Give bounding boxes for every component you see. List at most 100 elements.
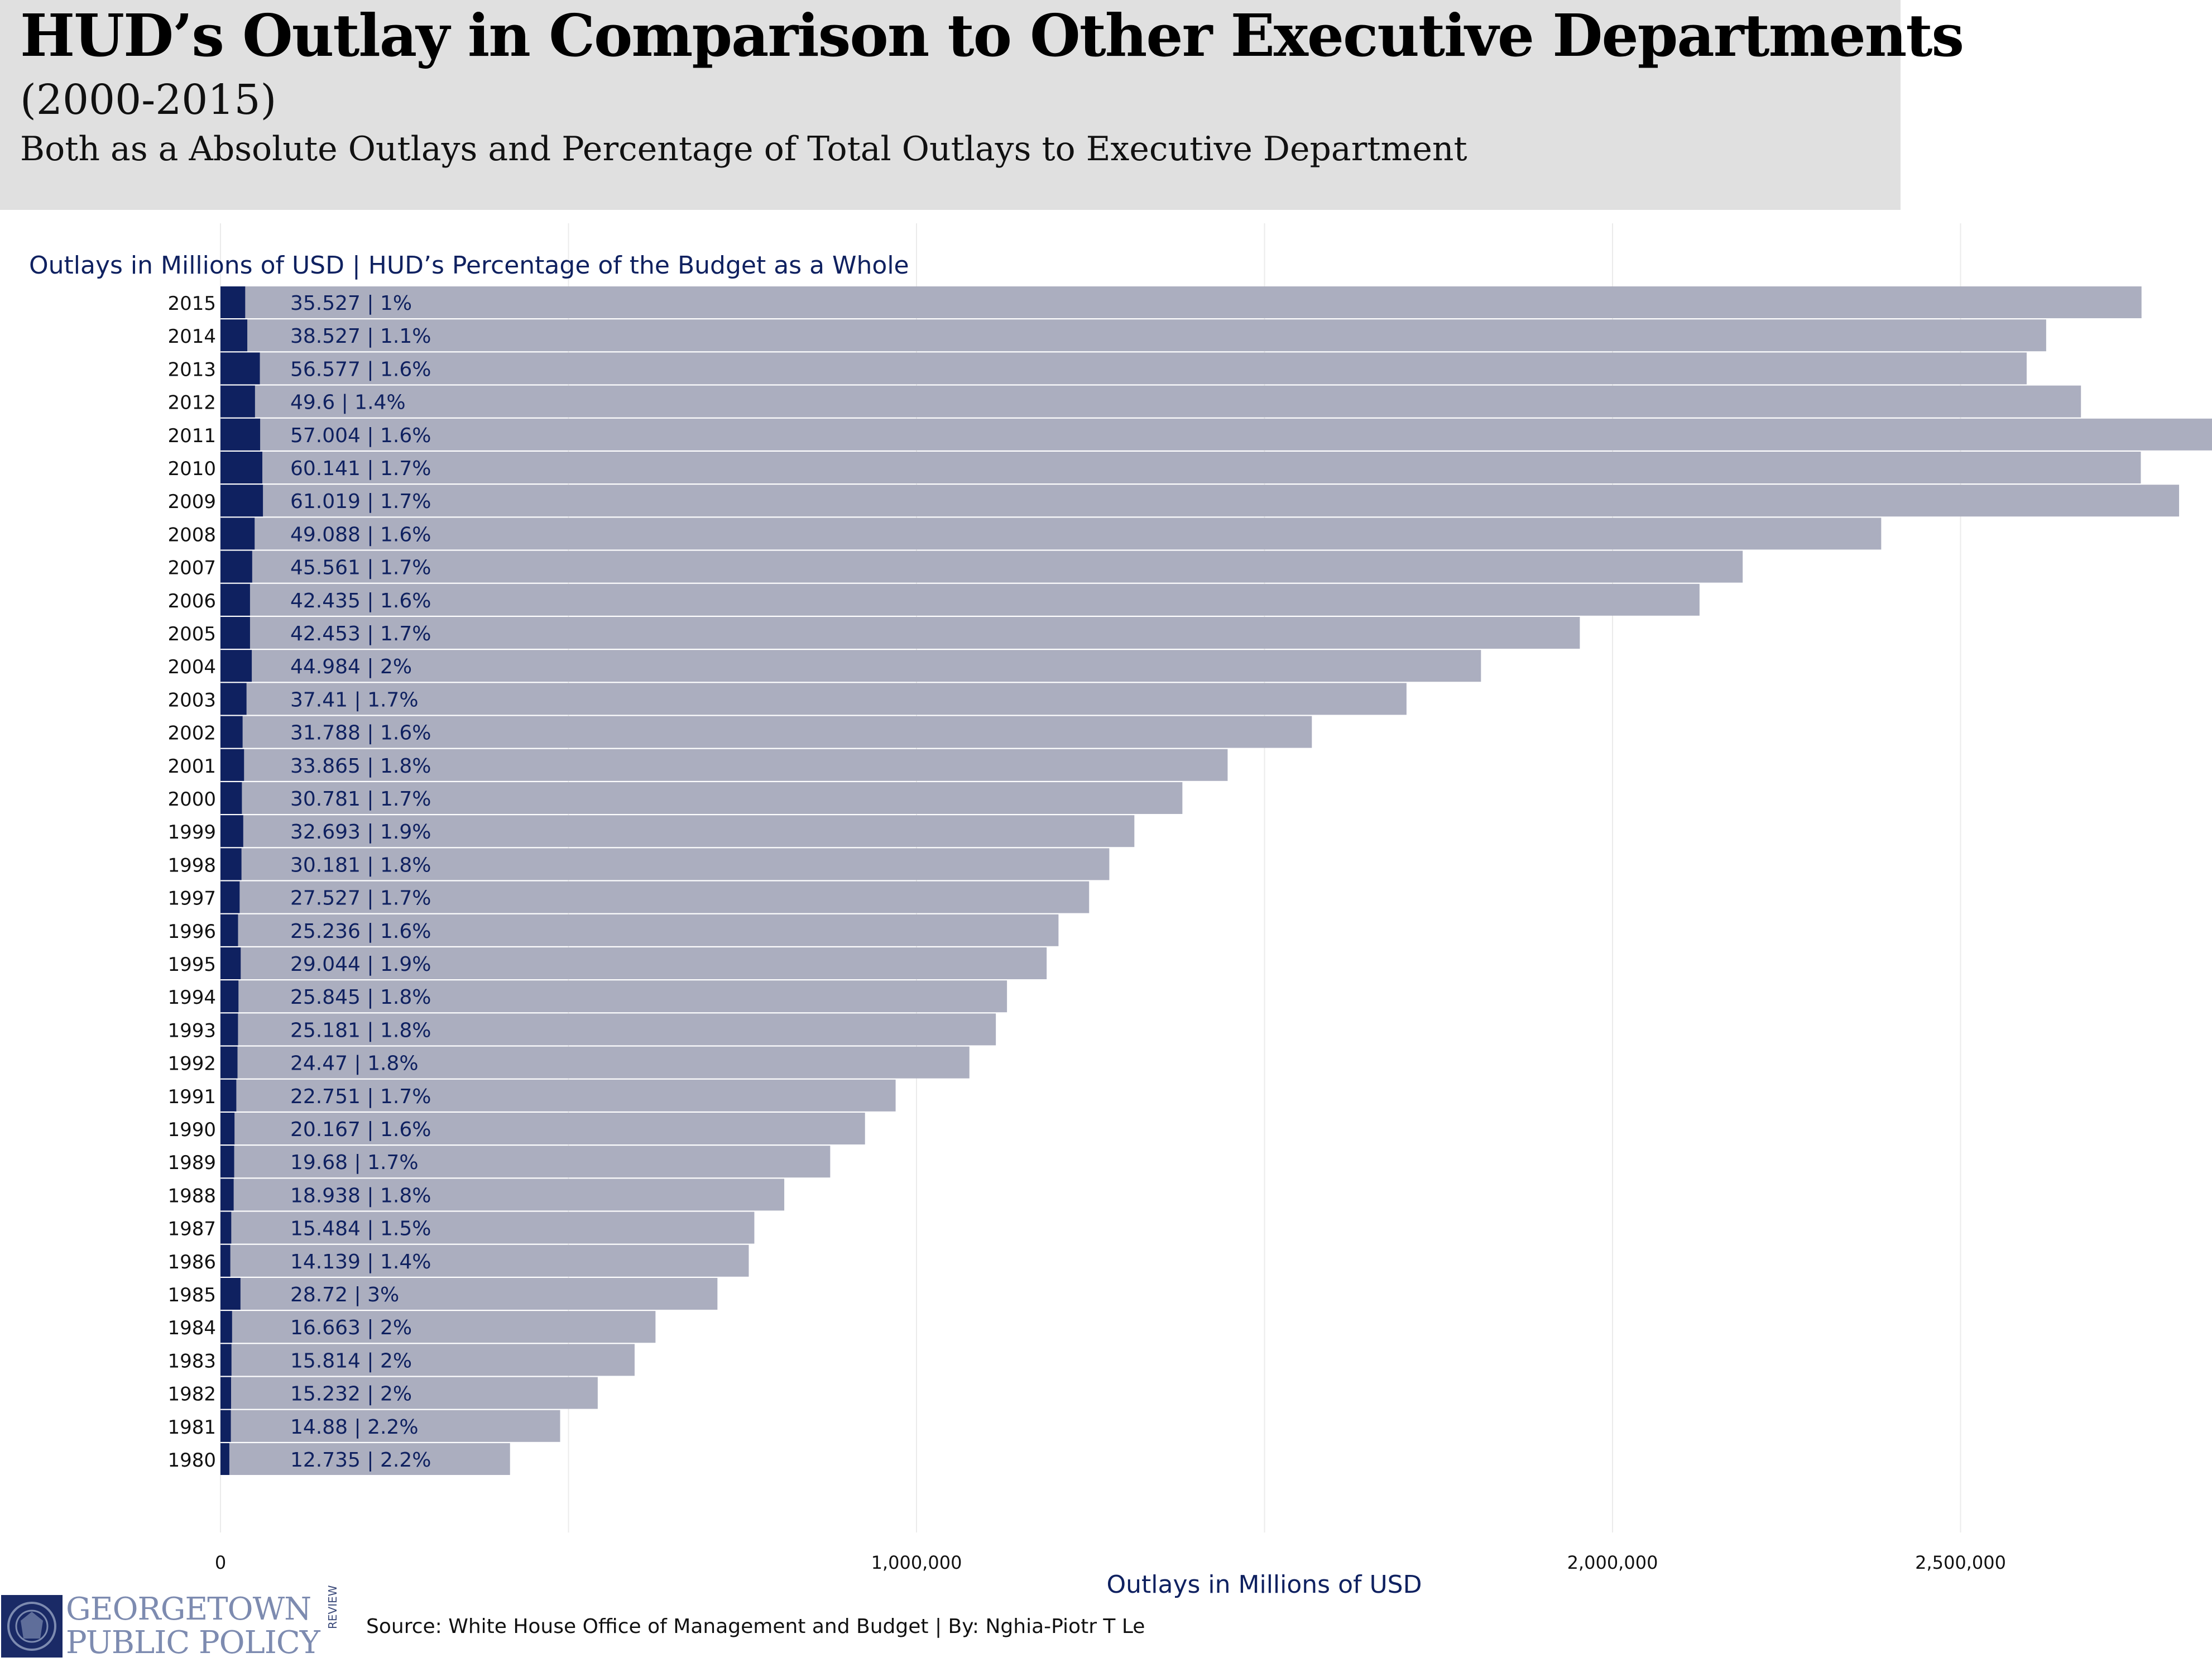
hud-outlay-bar — [220, 1013, 238, 1046]
y-tick-label: 1996 — [167, 921, 216, 943]
data-label: 60.141 | 1.7% — [290, 457, 431, 480]
hud-outlay-bar — [220, 815, 243, 847]
data-label: 20.167 | 1.6% — [290, 1118, 431, 1141]
total-outlay-bar — [220, 319, 2046, 352]
y-tick-label: 1990 — [167, 1119, 216, 1141]
data-label: 12.735 | 2.2% — [290, 1449, 431, 1472]
total-outlay-bar — [220, 650, 1481, 682]
y-tick-label: 1984 — [167, 1317, 216, 1339]
total-outlay-bar — [220, 286, 2142, 318]
total-outlay-bar — [220, 1410, 560, 1442]
data-label: 28.72 | 3% — [290, 1283, 399, 1306]
total-outlay-bar — [220, 815, 1135, 847]
total-outlay-bar — [220, 914, 1059, 946]
hud-outlay-bar — [220, 1443, 229, 1475]
total-outlay-bar — [220, 1046, 970, 1079]
data-label: 38.527 | 1.1% — [290, 325, 431, 348]
y-tick-label: 2000 — [167, 788, 216, 811]
data-label: 49.088 | 1.6% — [290, 523, 431, 546]
y-tick-label: 1983 — [167, 1350, 216, 1372]
hud-outlay-bar — [220, 683, 247, 715]
total-outlay-bar — [220, 452, 2141, 483]
total-outlay-bar — [220, 1278, 718, 1310]
data-label: 18.938 | 1.8% — [290, 1184, 431, 1207]
data-label: 22.751 | 1.7% — [290, 1085, 431, 1108]
chart-title: HUD’s Outlay in Comparison to Other Exec… — [20, 1, 1964, 70]
y-tick-label: 2009 — [167, 491, 216, 513]
hud-outlay-bar — [220, 749, 244, 781]
y-tick-label: 1999 — [167, 821, 216, 844]
y-tick-label: 2005 — [167, 623, 216, 645]
data-label: 14.88 | 2.2% — [290, 1416, 419, 1439]
total-outlay-bar — [220, 1443, 510, 1475]
hud-outlay-bar — [220, 1278, 241, 1310]
header-panel: HUD’s Outlay in Comparison to Other Exec… — [0, 0, 1964, 210]
total-outlay-bar — [220, 716, 1312, 748]
total-outlay-bar — [220, 485, 2180, 517]
data-label: 56.577 | 1.6% — [290, 358, 431, 381]
data-label: 30.781 | 1.7% — [290, 788, 431, 811]
total-outlay-bar — [220, 617, 1580, 649]
data-label: 32.693 | 1.9% — [290, 821, 431, 844]
y-tick-label: 1986 — [167, 1251, 216, 1273]
data-label: 15.814 | 2% — [290, 1349, 412, 1372]
y-tick-label: 2001 — [167, 755, 216, 778]
y-tick-label: 1993 — [167, 1019, 216, 1042]
data-label: 25.236 | 1.6% — [290, 920, 431, 943]
total-outlay-bar — [220, 683, 1407, 715]
hud-outlay-bar — [220, 881, 240, 913]
total-outlay-bar — [220, 1079, 896, 1112]
data-label: 25.845 | 1.8% — [290, 986, 431, 1009]
y-tick-label: 1982 — [167, 1383, 216, 1406]
hud-outlay-bar — [220, 352, 260, 385]
total-outlay-bar — [220, 1146, 831, 1178]
chart-subtitle: (2000-2015) — [20, 76, 277, 124]
hud-outlay-bar — [220, 550, 252, 583]
hud-outlay-bar — [220, 319, 248, 352]
hud-outlay-bar — [220, 848, 242, 880]
hud-outlay-bar — [220, 1377, 231, 1409]
hud-outlay-bar — [220, 1244, 231, 1277]
data-label: 19.68 | 1.7% — [290, 1151, 419, 1174]
y-tick-label: 2012 — [167, 392, 216, 414]
y-tick-label: 2003 — [167, 689, 216, 711]
y-tick-label: 1980 — [167, 1449, 216, 1472]
x-tick-label: 2,000,000 — [1567, 1552, 1658, 1573]
y-tick-label: 1997 — [167, 888, 216, 910]
hud-outlay-bar — [220, 1146, 234, 1178]
y-tick-label: 2010 — [167, 458, 216, 480]
total-outlay-bar — [220, 749, 1228, 781]
x-axis-ticks: 0 1,000,000 2,000,000 2,500,000 — [215, 1552, 2006, 1573]
hud-outlay-bar — [220, 947, 241, 979]
y-tick-label: 2014 — [167, 325, 216, 348]
hud-outlay-bar — [220, 583, 250, 616]
hud-outlay-bar — [220, 1410, 231, 1442]
chart-description: Both as a Absolute Outlays and Percentag… — [20, 130, 1467, 169]
x-tick-label: 1,000,000 — [871, 1552, 962, 1573]
total-outlay-bar — [220, 980, 1007, 1013]
y-tick-label: 2002 — [167, 722, 216, 745]
hud-outlay-bar — [220, 452, 262, 483]
hud-outlay-bar — [220, 716, 243, 748]
hud-outlay-bar — [220, 418, 261, 451]
data-label: 15.484 | 1.5% — [290, 1218, 431, 1240]
total-outlay-bar — [220, 1211, 755, 1244]
y-tick-label: 1994 — [167, 986, 216, 1009]
total-outlay-bar — [220, 1244, 749, 1277]
hud-outlay-bar — [220, 980, 239, 1013]
data-label: 33.865 | 1.8% — [290, 755, 431, 778]
logo-review-text: REVIEW — [326, 1585, 339, 1629]
bars — [220, 286, 2212, 1475]
data-label: 44.984 | 2% — [290, 655, 412, 678]
hud-outlay-bar — [220, 1311, 232, 1343]
y-tick-label: 2007 — [167, 557, 216, 579]
hud-outlay-bar — [220, 650, 252, 682]
data-label: 31.788 | 1.6% — [290, 722, 431, 745]
total-outlay-bar — [220, 1113, 865, 1144]
y-tick-label: 1988 — [167, 1185, 216, 1207]
x-axis-title: Outlays in Millions of USD — [1107, 1570, 1422, 1599]
y-tick-label: 1987 — [167, 1218, 216, 1240]
total-outlay-bar — [220, 947, 1047, 979]
y-axis-ticks: 2015 2014 2013 2012 2011 2010 2009 2008 2007 2006… — [167, 293, 216, 1472]
y-tick-label: 2008 — [167, 524, 216, 546]
